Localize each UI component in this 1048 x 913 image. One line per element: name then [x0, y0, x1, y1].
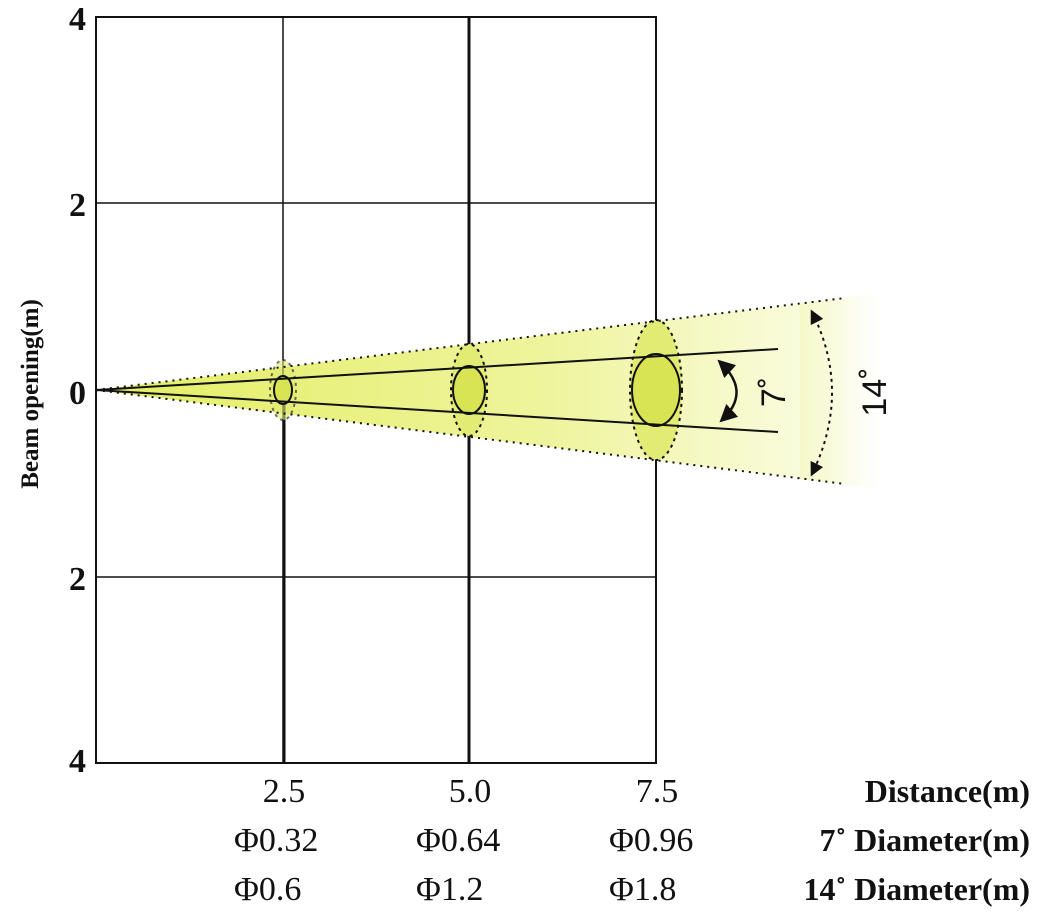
inner-angle-arc: [717, 359, 739, 423]
diameter-7-5-0: Φ0.64: [416, 822, 500, 859]
y-axis-label: Beam opening(m): [17, 299, 44, 489]
inner-spot-5-0: [452, 365, 486, 415]
x-axis-label: Distance(m): [865, 773, 1030, 809]
y-tick-4: 4: [69, 743, 86, 780]
outer-angle-label: 14˚: [856, 367, 894, 416]
diameter-14-7-5: Φ1.8: [609, 871, 676, 908]
diameter-7-7-5: Φ0.96: [609, 822, 693, 859]
diameter-row-7: Φ0.32 Φ0.64 Φ0.96 7˚ Diameter(m): [234, 822, 1030, 859]
x-tick-0: 2.5: [263, 773, 306, 810]
outer-angle-arc: [810, 309, 833, 477]
beam-lines: [95, 297, 846, 485]
x-tick-1: 5.0: [449, 773, 492, 810]
y-tick-2: 0: [69, 375, 86, 412]
y-tick-3: 2: [69, 561, 86, 598]
y-tick-0: 4: [69, 1, 86, 38]
diameter-14-2-5: Φ0.6: [234, 871, 301, 908]
x-tick-2: 7.5: [636, 773, 679, 810]
inner-beam-lower: [95, 389, 779, 433]
inner-spots: [273, 353, 681, 427]
diameter-row-14: Φ0.6 Φ1.2 Φ1.8 14˚ Diameter(m): [234, 871, 1030, 908]
inner-angle-label: 7˚: [755, 377, 793, 407]
diameter-7-label: 7˚ Diameter(m): [819, 822, 1030, 858]
diameter-14-5-0: Φ1.2: [416, 871, 483, 908]
y-tick-1: 2: [69, 187, 86, 224]
inner-spot-2-5: [273, 375, 293, 405]
y-ticks: 4 2 0 2 4: [69, 1, 86, 780]
inner-beam-upper: [95, 348, 779, 391]
diameter-7-2-5: Φ0.32: [234, 822, 318, 859]
inner-spot-7-5: [631, 353, 681, 427]
diameter-14-label: 14˚ Diameter(m): [803, 871, 1030, 907]
x-ticks: 2.5 5.0 7.5: [263, 773, 679, 810]
